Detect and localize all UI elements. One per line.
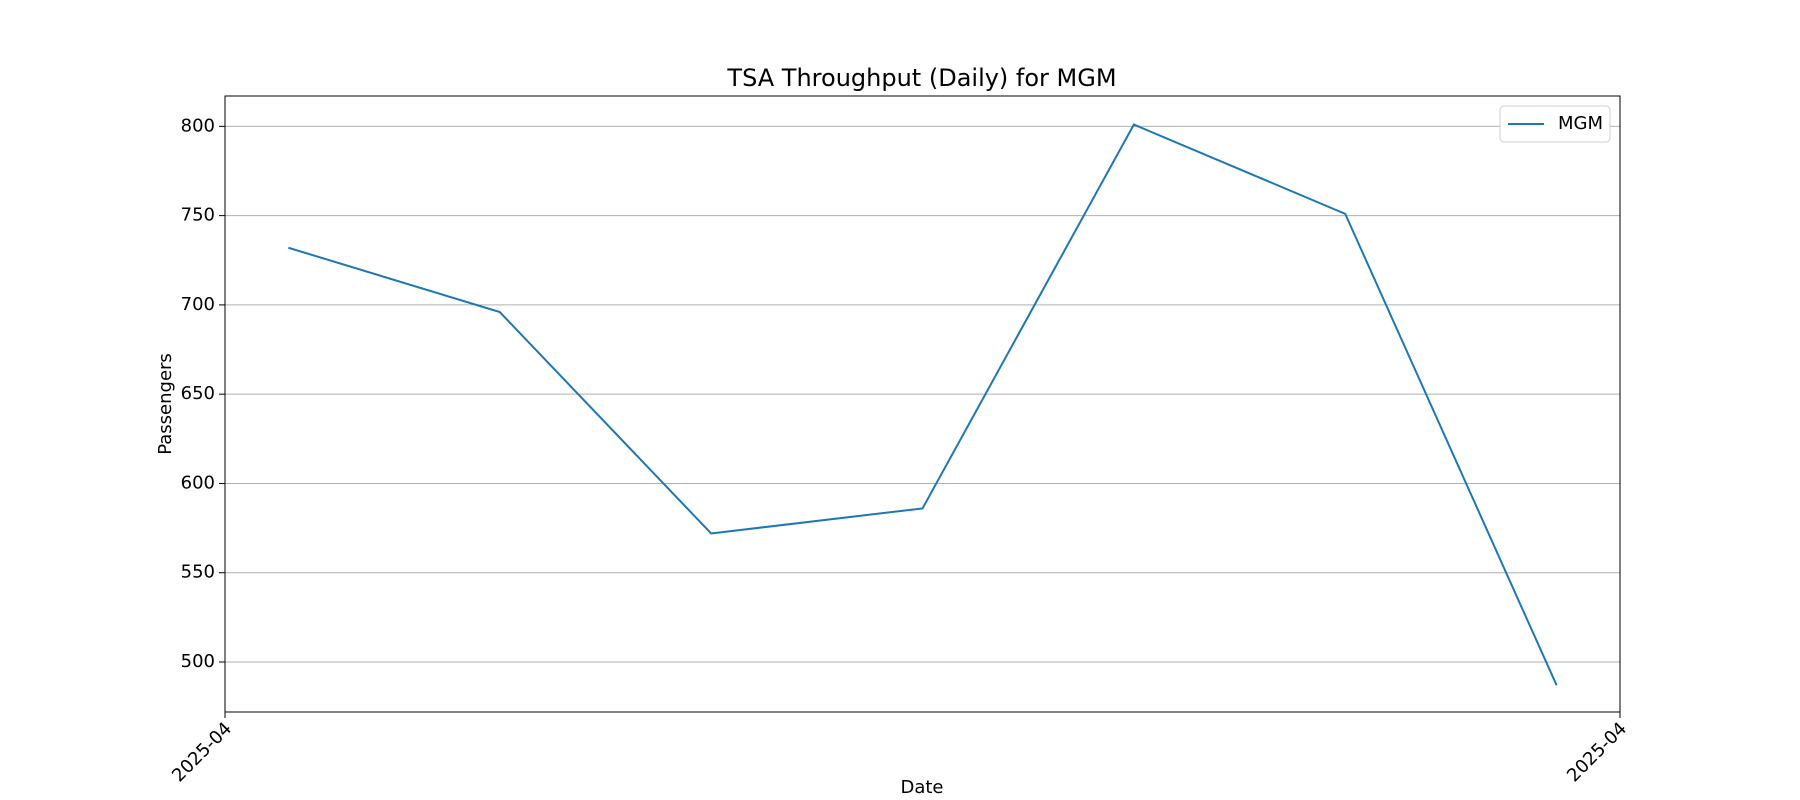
y-tick-label: 500 <box>181 651 215 672</box>
plot-frame <box>224 95 1621 713</box>
data-line <box>288 123 1558 686</box>
chart-title: TSA Throughput (Daily) for MGM <box>726 64 1116 92</box>
x-tick-label: 2025-04 <box>1563 718 1631 786</box>
y-tick-label: 550 <box>181 562 215 583</box>
y-tick-label: 700 <box>181 294 215 315</box>
x-tick-label: 2025-04 <box>168 718 236 786</box>
y-tick-label: 600 <box>181 472 215 493</box>
legend-label: MGM <box>1558 113 1603 134</box>
y-tick-label: 650 <box>181 383 215 404</box>
y-axis-label: Passengers <box>155 353 176 455</box>
y-tick-label: 800 <box>181 115 215 136</box>
y-tick-label: 750 <box>181 205 215 226</box>
legend-box <box>1499 105 1611 143</box>
x-axis-label: Date <box>900 777 943 798</box>
